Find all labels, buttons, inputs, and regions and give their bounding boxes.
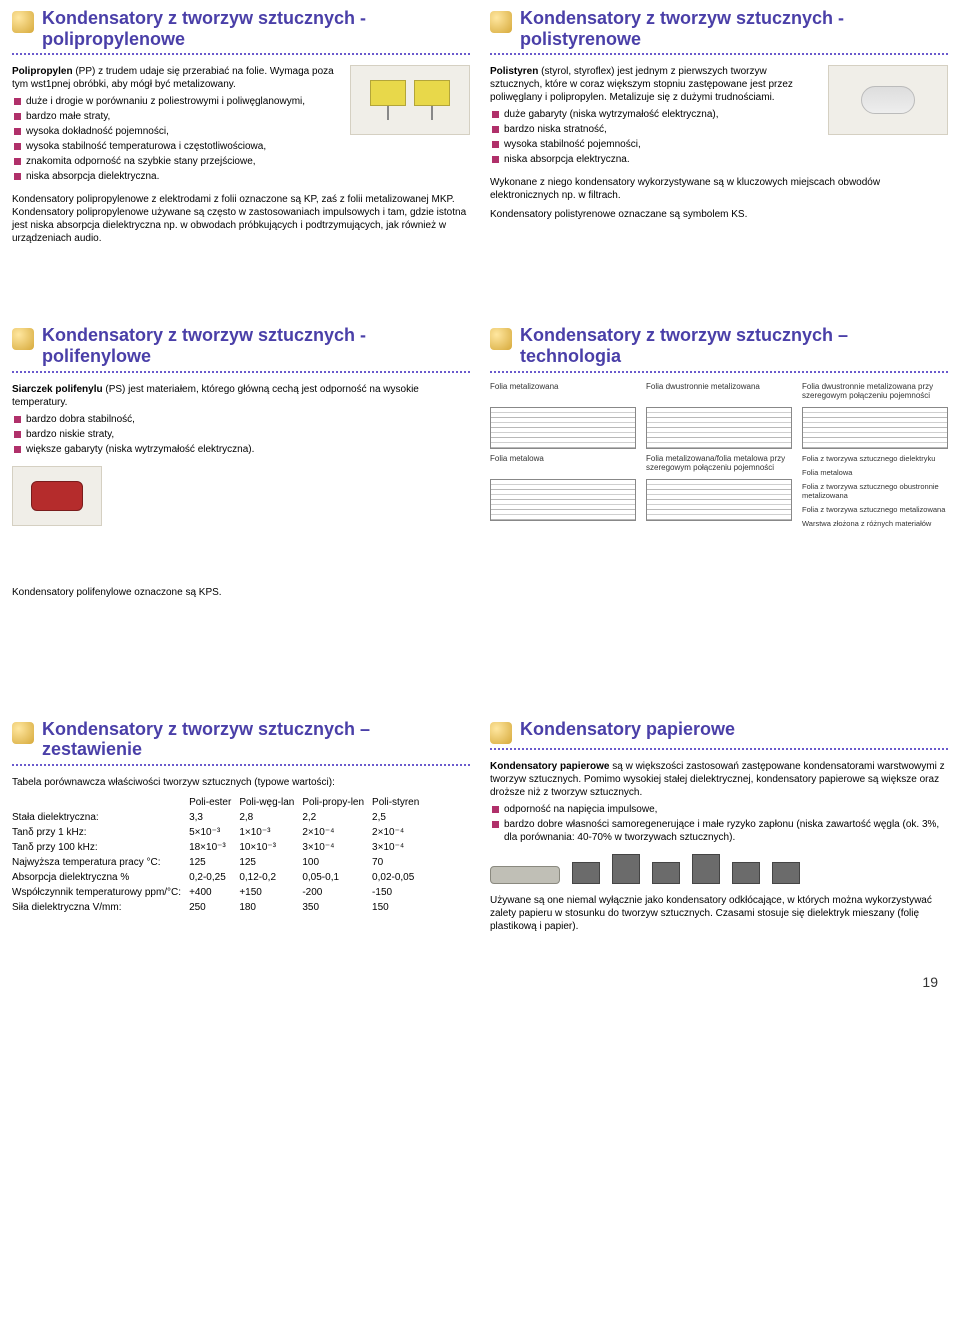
diagram-label: Folia metalowa	[490, 455, 636, 473]
list-item: duże i drogie w porównaniu z poliestrowy…	[12, 95, 470, 108]
table-row: Współczynnik temperaturowy ppm/°C:+400+1…	[12, 885, 427, 900]
property-list: bardzo dobra stabilność, bardzo niskie s…	[12, 413, 470, 456]
paragraph: Kondensatory polipropylenowe z elektroda…	[12, 193, 470, 245]
table-row: Absorpcja dielektryczna %0,2-0,250,12-0,…	[12, 870, 427, 885]
property-list: duże gabaryty (niska wytrzymałość elektr…	[490, 108, 948, 166]
paragraph: Kondensatory polistyrenowe oznaczane są …	[490, 208, 948, 221]
component-image	[490, 854, 948, 884]
list-item: duże gabaryty (niska wytrzymałość elektr…	[490, 108, 948, 121]
list-item: większe gabaryty (niska wytrzymałość ele…	[12, 443, 470, 456]
title-text: Kondensatory z tworzyw sztucznych - poli…	[42, 8, 470, 49]
capacitor-icon	[12, 11, 34, 33]
table-row: Stała dielektryczna:3,32,82,22,5	[12, 810, 427, 825]
diagram-label: Folia metalizowana/folia metalowa przy s…	[646, 455, 792, 473]
list-item: wysoka dokładność pojemności,	[12, 125, 470, 138]
title-text: Kondensatory z tworzyw sztucznych – zest…	[42, 719, 470, 760]
list-item: odporność na napięcia impulsowe,	[490, 803, 948, 816]
list-item: bardzo małe straty,	[12, 110, 470, 123]
page-number: 19	[12, 973, 948, 991]
table-row: Tanδ przy 100 kHz:18×10⁻³10×10⁻³3×10⁻⁴3×…	[12, 840, 427, 855]
list-item: niska absorpcja dielektryczna.	[12, 170, 470, 183]
property-list: odporność na napięcia impulsowe, bardzo …	[490, 803, 948, 844]
section-title: Kondensatory z tworzyw sztucznych - poli…	[12, 325, 470, 372]
diagram-label: Folia dwustronnie metalizowana przy szer…	[802, 383, 948, 401]
list-item: wysoka stabilność temperaturowa i często…	[12, 140, 470, 153]
legend-item: Folia z tworzywa sztucznego metalizowana	[802, 506, 948, 514]
list-item: znakomita odporność na szybkie stany prz…	[12, 155, 470, 168]
table-header	[12, 795, 189, 810]
layer-diagram	[802, 407, 948, 449]
capacitor-icon	[490, 722, 512, 744]
list-item: bardzo niska stratność,	[490, 123, 948, 136]
section-title: Kondensatory z tworzyw sztucznych - poli…	[490, 8, 948, 55]
intro-text: Siarczek polifenylu (PS) jest materiałem…	[12, 383, 470, 409]
table-header: Poli-ester	[189, 795, 239, 810]
list-item: bardzo niskie straty,	[12, 428, 470, 441]
title-text: Kondensatory papierowe	[520, 719, 735, 740]
legend-item: Folia metalowa	[802, 469, 948, 477]
table-row: Poli-ester Poli-węg-lan Poli-propy-len P…	[12, 795, 427, 810]
section-title: Kondensatory z tworzyw sztucznych – zest…	[12, 719, 470, 766]
section-title: Kondensatory z tworzyw sztucznych - poli…	[12, 8, 470, 55]
legend-item: Warstwa złożona z różnych materiałów	[802, 520, 948, 528]
table-row: Tanδ przy 1 kHz:5×10⁻³1×10⁻³2×10⁻⁴2×10⁻⁴	[12, 825, 427, 840]
paragraph: Kondensatory polifenylowe oznaczone są K…	[12, 586, 470, 599]
component-image	[12, 466, 102, 526]
list-item: bardzo dobre własności samoregenerujące …	[490, 818, 948, 844]
diagram-label: Folia metalizowana	[490, 383, 636, 401]
comparison-table: Poli-ester Poli-węg-lan Poli-propy-len P…	[12, 795, 427, 915]
section-title: Kondensatory z tworzyw sztucznych – tech…	[490, 325, 948, 372]
table-header: Poli-styren	[372, 795, 427, 810]
layer-diagram	[490, 479, 636, 521]
title-text: Kondensatory z tworzyw sztucznych – tech…	[520, 325, 948, 366]
title-text: Kondensatory z tworzyw sztucznych - poli…	[42, 325, 470, 366]
paragraph: Wykonane z niego kondensatory wykorzysty…	[490, 176, 948, 202]
table-caption: Tabela porównawcza właściwości tworzyw s…	[12, 776, 470, 789]
intro-text: Kondensatory papierowe są w większości z…	[490, 760, 948, 799]
table-header: Poli-propy-len	[302, 795, 372, 810]
diagram-label: Folia dwustronnie metalizowana	[646, 383, 792, 401]
legend-item: Folia z tworzywa sztucznego obustronnie …	[802, 483, 948, 500]
layer-diagram	[646, 479, 792, 521]
layer-diagram	[646, 407, 792, 449]
table-row: Najwyższa temperatura pracy °C:125125100…	[12, 855, 427, 870]
paragraph: Używane są one niemal wyłącznie jako kon…	[490, 894, 948, 933]
capacitor-icon	[12, 722, 34, 744]
table-header: Poli-węg-lan	[239, 795, 302, 810]
capacitor-icon	[490, 328, 512, 350]
list-item: bardzo dobra stabilność,	[12, 413, 470, 426]
capacitor-icon	[12, 328, 34, 350]
title-text: Kondensatory z tworzyw sztucznych - poli…	[520, 8, 948, 49]
list-item: wysoka stabilność pojemności,	[490, 138, 948, 151]
layer-diagram	[490, 407, 636, 449]
technology-diagram: Folia metalizowana Folia metalowa Folia …	[490, 383, 948, 529]
list-item: niska absorpcja elektryczna.	[490, 153, 948, 166]
section-title: Kondensatory papierowe	[490, 719, 948, 750]
capacitor-icon	[490, 11, 512, 33]
table-row: Siła dielektryczna V/mm:250180350150	[12, 900, 427, 915]
legend-item: Folia z tworzywa sztucznego dielektryku	[802, 455, 948, 463]
